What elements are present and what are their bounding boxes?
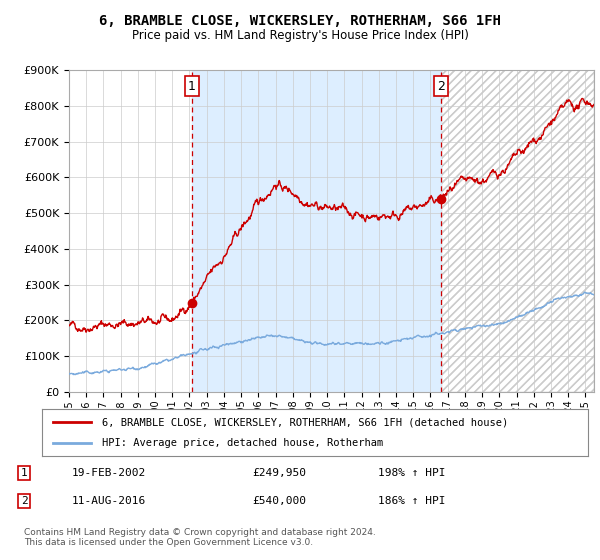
Text: 186% ↑ HPI: 186% ↑ HPI [378,496,445,506]
Text: 2: 2 [437,80,445,92]
Text: 6, BRAMBLE CLOSE, WICKERSLEY, ROTHERHAM, S66 1FH (detached house): 6, BRAMBLE CLOSE, WICKERSLEY, ROTHERHAM,… [102,417,508,427]
Text: £249,950: £249,950 [252,468,306,478]
Text: Contains HM Land Registry data © Crown copyright and database right 2024.
This d: Contains HM Land Registry data © Crown c… [24,528,376,547]
Text: 1: 1 [20,468,28,478]
Text: £540,000: £540,000 [252,496,306,506]
Text: Price paid vs. HM Land Registry's House Price Index (HPI): Price paid vs. HM Land Registry's House … [131,29,469,42]
Text: 6, BRAMBLE CLOSE, WICKERSLEY, ROTHERHAM, S66 1FH: 6, BRAMBLE CLOSE, WICKERSLEY, ROTHERHAM,… [99,14,501,28]
Text: 11-AUG-2016: 11-AUG-2016 [72,496,146,506]
Text: 2: 2 [20,496,28,506]
Text: HPI: Average price, detached house, Rotherham: HPI: Average price, detached house, Roth… [102,438,383,448]
Text: 19-FEB-2002: 19-FEB-2002 [72,468,146,478]
Text: 1: 1 [188,80,196,92]
Text: 198% ↑ HPI: 198% ↑ HPI [378,468,445,478]
